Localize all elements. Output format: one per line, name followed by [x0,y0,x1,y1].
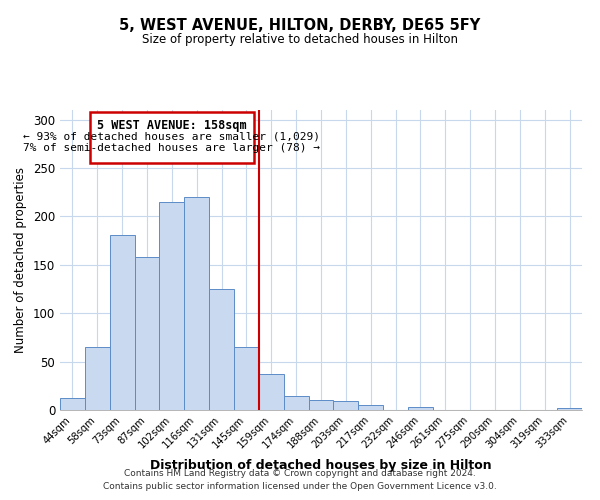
Bar [184,197,209,410]
X-axis label: Distribution of detached houses by size in Hilton: Distribution of detached houses by size … [150,459,492,472]
Bar [60,398,85,410]
Bar [259,374,284,410]
Text: 7% of semi-detached houses are larger (78) →: 7% of semi-detached houses are larger (7… [23,143,320,153]
Bar [408,407,433,410]
Bar [334,402,358,410]
Text: 5 WEST AVENUE: 158sqm: 5 WEST AVENUE: 158sqm [97,118,247,132]
Y-axis label: Number of detached properties: Number of detached properties [14,167,28,353]
Bar [160,202,184,410]
Text: 5, WEST AVENUE, HILTON, DERBY, DE65 5FY: 5, WEST AVENUE, HILTON, DERBY, DE65 5FY [119,18,481,32]
Bar [209,289,234,410]
Bar [234,347,259,410]
Bar [284,396,308,410]
Bar [358,405,383,410]
Bar [557,408,582,410]
Bar [85,347,110,410]
Text: Size of property relative to detached houses in Hilton: Size of property relative to detached ho… [142,32,458,46]
Text: Contains HM Land Registry data © Crown copyright and database right 2024.: Contains HM Land Registry data © Crown c… [124,468,476,477]
Text: Contains public sector information licensed under the Open Government Licence v3: Contains public sector information licen… [103,482,497,491]
Bar [134,257,160,410]
FancyBboxPatch shape [90,112,254,163]
Bar [308,400,334,410]
Text: ← 93% of detached houses are smaller (1,029): ← 93% of detached houses are smaller (1,… [23,132,320,141]
Bar [110,235,134,410]
